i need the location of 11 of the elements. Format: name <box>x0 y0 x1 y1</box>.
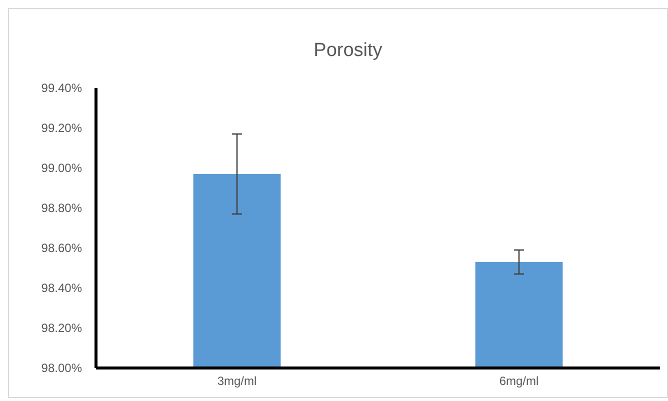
y-tick-label: 98.00% <box>41 361 82 376</box>
y-tick-label: 98.20% <box>41 321 82 336</box>
y-tick-label: 98.60% <box>41 241 82 256</box>
y-tick-label: 99.20% <box>41 121 82 136</box>
y-tick-label: 98.40% <box>41 281 82 296</box>
y-tick-label: 99.40% <box>41 81 82 96</box>
x-tick-label: 3mg/ml <box>217 374 257 388</box>
chart-title: Porosity <box>314 40 383 61</box>
y-tick-label: 99.00% <box>41 161 82 176</box>
y-tick-label: 98.80% <box>41 201 82 216</box>
x-tick-label: 6mg/ml <box>499 374 539 388</box>
